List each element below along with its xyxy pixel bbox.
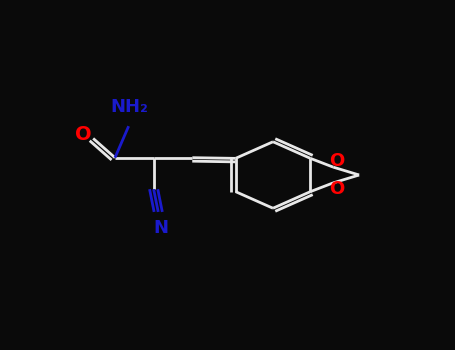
Text: N: N [153,219,168,237]
Text: NH₂: NH₂ [111,98,148,116]
Text: O: O [75,125,91,145]
Text: O: O [329,180,344,198]
Text: O: O [329,152,344,170]
